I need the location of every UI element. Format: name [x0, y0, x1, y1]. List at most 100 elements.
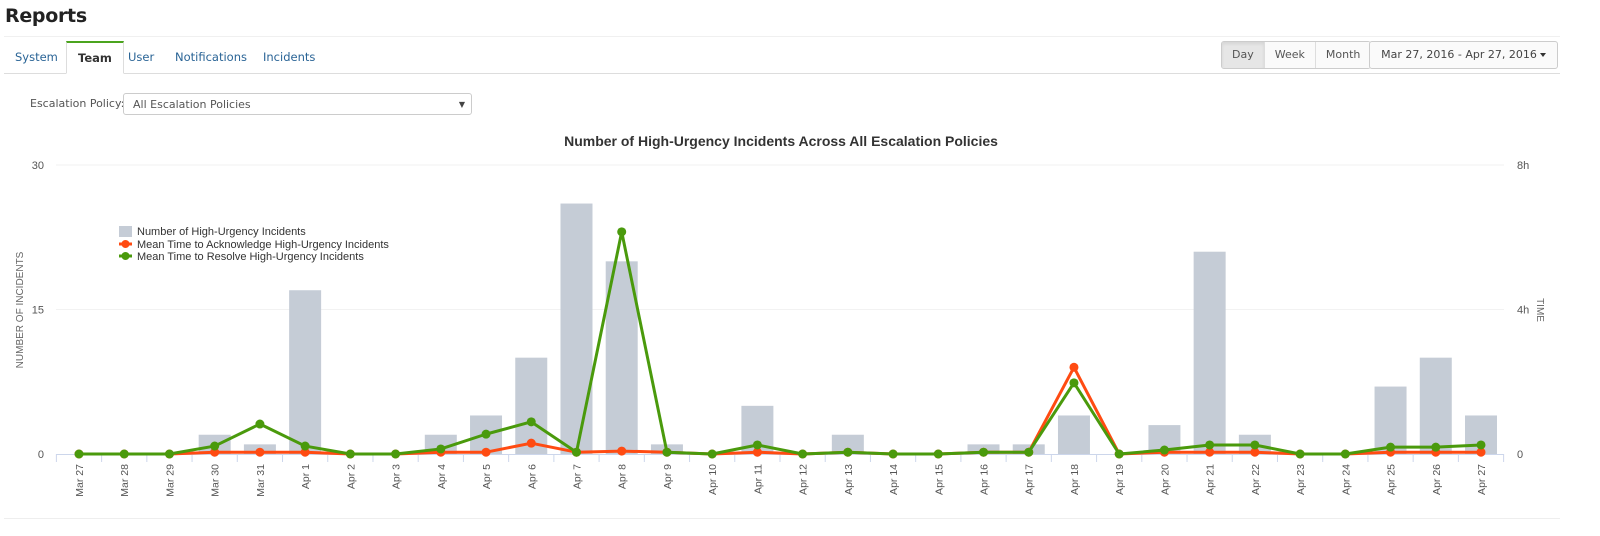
acknowledge-point[interactable]: [1386, 447, 1396, 457]
acknowledge-point[interactable]: [571, 447, 581, 457]
resolve-point[interactable]: [1069, 378, 1079, 388]
x-tick-label: Apr 16: [979, 464, 991, 495]
acknowledge-point[interactable]: [391, 449, 401, 459]
resolve-point[interactable]: [1024, 447, 1034, 457]
acknowledge-point[interactable]: [888, 449, 898, 459]
bar[interactable]: [470, 415, 503, 454]
acknowledge-point[interactable]: [707, 449, 717, 459]
resolve-point[interactable]: [1431, 442, 1441, 452]
acknowledge-point[interactable]: [210, 447, 220, 457]
resolve-point[interactable]: [888, 449, 898, 459]
acknowledge-point[interactable]: [617, 446, 627, 456]
acknowledge-point[interactable]: [752, 447, 762, 457]
week-button[interactable]: Week: [1264, 42, 1316, 68]
acknowledge-point[interactable]: [526, 438, 536, 448]
date-range-button[interactable]: Mar 27, 2016 - Apr 27, 2016: [1369, 41, 1558, 69]
resolve-point[interactable]: [1205, 440, 1215, 450]
acknowledge-point[interactable]: [798, 449, 808, 459]
resolve-point[interactable]: [255, 419, 265, 429]
acknowledge-point[interactable]: [1069, 362, 1079, 372]
bar[interactable]: [605, 261, 638, 454]
acknowledge-point[interactable]: [1340, 449, 1350, 459]
acknowledge-point[interactable]: [436, 447, 446, 457]
acknowledge-point[interactable]: [933, 449, 943, 459]
resolve-point[interactable]: [707, 449, 717, 459]
resolve-point[interactable]: [210, 441, 220, 451]
bar[interactable]: [1148, 425, 1181, 454]
acknowledge-point[interactable]: [255, 447, 265, 457]
tab-team[interactable]: Team: [66, 41, 124, 74]
bar[interactable]: [741, 405, 774, 454]
acknowledge-point[interactable]: [345, 449, 355, 459]
date-range-label: Mar 27, 2016 - Apr 27, 2016: [1381, 48, 1537, 61]
bar[interactable]: [1374, 386, 1407, 454]
bar[interactable]: [1057, 415, 1090, 454]
resolve-point[interactable]: [164, 449, 174, 459]
acknowledge-point[interactable]: [1114, 449, 1124, 459]
tab-notifications[interactable]: Notifications: [175, 50, 247, 64]
acknowledge-point[interactable]: [1250, 447, 1260, 457]
tab-incidents[interactable]: Incidents: [263, 50, 316, 64]
bar[interactable]: [243, 444, 276, 454]
legend-item-label[interactable]: Number of High-Urgency Incidents: [137, 226, 306, 238]
acknowledge-point[interactable]: [1476, 447, 1486, 457]
acknowledge-point[interactable]: [164, 449, 174, 459]
bar[interactable]: [1012, 444, 1045, 454]
acknowledge-point[interactable]: [74, 449, 84, 459]
bar[interactable]: [967, 444, 1000, 454]
resolve-point[interactable]: [1386, 442, 1396, 452]
resolve-point[interactable]: [933, 449, 943, 459]
acknowledge-point[interactable]: [979, 447, 989, 457]
bar[interactable]: [515, 357, 548, 454]
bar[interactable]: [1238, 434, 1271, 454]
acknowledge-point[interactable]: [119, 449, 129, 459]
bar[interactable]: [424, 434, 457, 454]
resolve-point[interactable]: [1159, 445, 1169, 455]
resolve-point[interactable]: [571, 447, 581, 457]
acknowledge-point[interactable]: [1159, 447, 1169, 457]
tab-user[interactable]: User: [128, 50, 155, 64]
resolve-point[interactable]: [391, 449, 401, 459]
legend-item-label[interactable]: Mean Time to Acknowledge High-Urgency In…: [137, 239, 389, 251]
resolve-point[interactable]: [1295, 449, 1305, 459]
resolve-point[interactable]: [752, 440, 762, 450]
tab-system[interactable]: System: [15, 50, 58, 64]
resolve-point[interactable]: [1250, 440, 1260, 450]
acknowledge-point[interactable]: [1024, 447, 1034, 457]
bar[interactable]: [1465, 415, 1497, 454]
bar[interactable]: [560, 203, 593, 454]
day-button[interactable]: Day: [1222, 42, 1265, 68]
resolve-point[interactable]: [1340, 449, 1350, 459]
acknowledge-point[interactable]: [300, 447, 310, 457]
resolve-point[interactable]: [526, 417, 536, 427]
resolve-point[interactable]: [481, 429, 491, 439]
resolve-point[interactable]: [1114, 449, 1124, 459]
legend-item-label[interactable]: Mean Time to Resolve High-Urgency Incide…: [137, 251, 364, 263]
resolve-point[interactable]: [798, 449, 808, 459]
bar[interactable]: [1419, 357, 1452, 454]
resolve-point[interactable]: [345, 449, 355, 459]
resolve-point[interactable]: [436, 444, 446, 454]
acknowledge-point[interactable]: [481, 447, 491, 457]
acknowledge-point[interactable]: [843, 447, 853, 457]
resolve-point[interactable]: [74, 449, 84, 459]
x-tick-label: Apr 26: [1431, 464, 1443, 495]
acknowledge-point[interactable]: [662, 447, 672, 457]
acknowledge-point[interactable]: [1431, 447, 1441, 457]
bar[interactable]: [1193, 251, 1226, 454]
acknowledge-point[interactable]: [1295, 449, 1305, 459]
acknowledge-point[interactable]: [1205, 447, 1215, 457]
bar[interactable]: [289, 290, 322, 454]
resolve-point[interactable]: [979, 447, 989, 457]
resolve-point[interactable]: [300, 441, 310, 451]
month-button[interactable]: Month: [1315, 42, 1371, 68]
bar[interactable]: [198, 434, 231, 454]
resolve-point[interactable]: [662, 447, 672, 457]
bar[interactable]: [650, 444, 683, 454]
bar[interactable]: [831, 434, 864, 454]
resolve-point[interactable]: [843, 447, 853, 457]
escalation-policy-select[interactable]: All Escalation Policies ▼: [123, 93, 472, 115]
resolve-point[interactable]: [119, 449, 129, 459]
resolve-point[interactable]: [617, 227, 627, 237]
resolve-point[interactable]: [1476, 440, 1486, 450]
